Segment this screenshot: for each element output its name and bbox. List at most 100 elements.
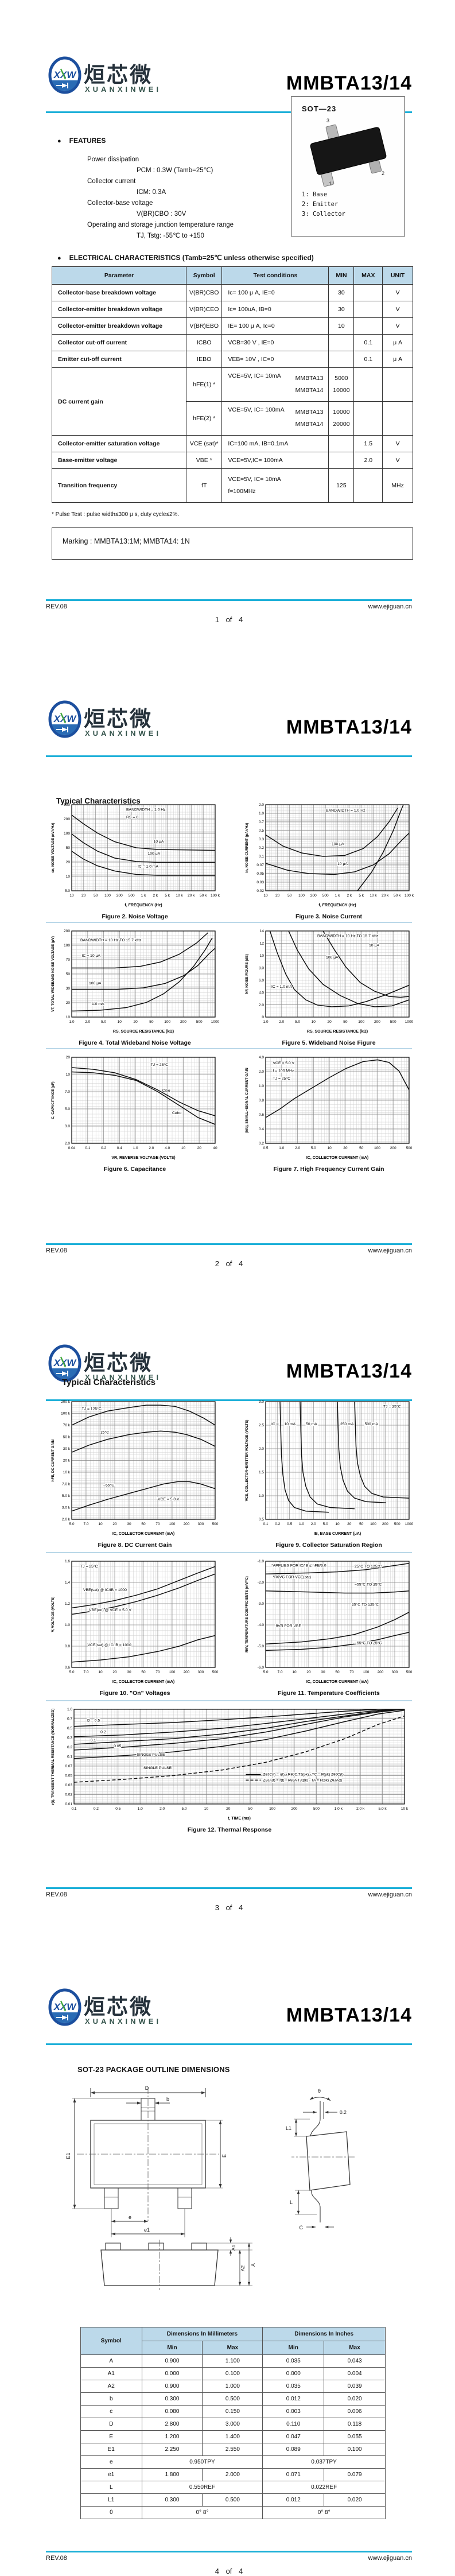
svg-text:0.1: 0.1	[85, 1146, 90, 1150]
dims-subheader-row: Min Max Min Max	[81, 2341, 386, 2355]
dim-cell: L	[80, 2481, 142, 2494]
dim-e1: e1	[144, 2227, 150, 2233]
svg-text:0.03: 0.03	[65, 1783, 72, 1787]
svg-text:20: 20	[81, 894, 86, 898]
figure-6-caption: Figure 6. Capacitance	[103, 1166, 166, 1173]
table-row: Collector-base breakdown voltage V(BR)CBO…	[51, 284, 413, 301]
revision-label: REV.08	[46, 603, 67, 610]
svg-text:r(t), TRANSIENT THERMAL RESIST: r(t), TRANSIENT THERMAL RESISTANCE (NORM…	[51, 1709, 55, 1805]
dim-cell: 1.800	[141, 2468, 203, 2481]
brand-name-chinese: 烜芯微	[84, 1351, 153, 1375]
svg-text:10: 10	[69, 894, 74, 898]
table-cell: V	[382, 317, 413, 335]
table-cell: V(BR)CEO	[186, 301, 223, 318]
page-4: XXW 烜芯微 XUANXINWEI MMBTA13/14 SOT-23 PAC…	[0, 1932, 455, 2576]
svg-text:0.5: 0.5	[263, 1146, 268, 1150]
dim-cell: 0.950TPY	[141, 2455, 263, 2469]
table-cell: V	[382, 301, 413, 318]
dim-cell: 1.200	[141, 2430, 203, 2443]
table-cell: μ A	[382, 334, 413, 351]
table-cell: 0.1	[353, 334, 383, 351]
svg-text:200: 200	[184, 1670, 190, 1674]
dim-cell: 0.003	[262, 2405, 325, 2418]
svg-text:7.0: 7.0	[83, 1670, 88, 1674]
table-cell: IEBO	[186, 351, 223, 368]
svg-text:f, FREQUENCY (Hz): f, FREQUENCY (Hz)	[318, 903, 356, 907]
svg-text:7.0: 7.0	[65, 1090, 70, 1094]
svg-text:50 k: 50 k	[394, 894, 401, 898]
svg-text:1.0 mA: 1.0 mA	[92, 1002, 104, 1006]
svg-text:70: 70	[155, 1670, 160, 1674]
table-cell: Ic= 100uA, IB=0	[221, 301, 329, 318]
electrical-characteristics-heading: ● ELECTRICAL CHARACTERISTICS (Tamb=25℃ un…	[57, 254, 314, 262]
typical-characteristics-heading: Typical Characteristics	[56, 797, 141, 805]
figure-7-chart: 0.5 1.0 2.0 5.0 10 20 50 100 200 500 4.0 2.0 1.0 0.8 0…	[243, 1053, 415, 1173]
svg-text:200: 200	[64, 929, 70, 933]
dim-cell: 3.000	[202, 2418, 263, 2431]
svg-text:0.07: 0.07	[256, 863, 264, 867]
dim-cell: 1.100	[202, 2354, 263, 2368]
svg-text:VCE(sat) @ IC/IB = 1000: VCE(sat) @ IC/IB = 1000	[88, 1643, 131, 1647]
dim-cell: A1	[80, 2367, 142, 2380]
figure-8-caption: Figure 8. DC Current Gain	[98, 1542, 172, 1549]
svg-text:1.0: 1.0	[259, 812, 264, 816]
table-cell: VCE (sat)*	[186, 435, 223, 452]
svg-text:0.6: 0.6	[259, 1113, 264, 1117]
svg-text:hFE, DC CURRENT GAIN: hFE, DC CURRENT GAIN	[51, 1439, 55, 1481]
svg-text:0.2: 0.2	[275, 1522, 280, 1526]
figure-11-caption: Figure 11. Temperature Coefficients	[278, 1690, 380, 1697]
svg-text:6.0: 6.0	[259, 979, 264, 983]
header-rule	[46, 2043, 412, 2045]
dim-cell: E1	[80, 2443, 142, 2456]
col-mm: Dimensions In Millimeters	[141, 2327, 263, 2341]
page-footer: REV.08 www.ejiguan.cn 3 of 4	[46, 1887, 412, 1912]
table-cell	[328, 452, 355, 469]
dim-cell: 0.089	[262, 2443, 325, 2456]
svg-text:0.3: 0.3	[259, 837, 264, 841]
svg-text:0.5: 0.5	[67, 1727, 72, 1731]
brand-logo-icon: XXW	[48, 1988, 81, 2026]
table-cell: Transition frequency	[51, 468, 187, 503]
svg-text:100: 100	[169, 1522, 176, 1526]
brand-logo-text: XXW	[53, 2001, 77, 2012]
dim-cell: 0.300	[141, 2493, 203, 2507]
svg-text:f = 100 MHz: f = 100 MHz	[273, 1069, 294, 1073]
svg-text:V, VOLTAGE (VOLTS): V, VOLTAGE (VOLTS)	[51, 1597, 55, 1632]
dim-cell: 0.022REF	[262, 2481, 386, 2494]
svg-text:10: 10	[292, 1670, 297, 1674]
svg-text:200: 200	[310, 894, 317, 898]
dim-cell: 0.079	[324, 2468, 386, 2481]
dim-cell: 1.000	[202, 2380, 263, 2393]
table-cell: Base-emitter voltage	[51, 452, 187, 469]
dim-theta: θ	[318, 2088, 321, 2094]
svg-text:1.0: 1.0	[138, 1807, 143, 1811]
svg-text:5.0: 5.0	[295, 1020, 300, 1024]
svg-text:10: 10	[66, 875, 71, 879]
svg-text:10: 10	[181, 1146, 186, 1150]
package-box: SOT—23 3 1 2 1: Base 2: Emitter 3: Colle…	[291, 96, 405, 236]
figure-9-caption: Figure 9. Collector Saturation Region	[275, 1542, 382, 1549]
table-row: Collector cut-off current ICBO VCB=30 V , …	[51, 334, 413, 351]
svg-text:C, CAPACITANCE (pF): C, CAPACITANCE (pF)	[51, 1081, 55, 1119]
svg-text:3.0 k: 3.0 k	[62, 1506, 71, 1510]
svg-text:500: 500	[394, 1522, 400, 1526]
dim-row: e 0.950TPY 0.037TPY	[80, 2455, 386, 2469]
svg-text:SINGLE PULSE: SINGLE PULSE	[143, 1766, 172, 1770]
table-cell: 5000 10000	[328, 367, 355, 402]
svg-text:4.0: 4.0	[259, 1056, 264, 1060]
col-symbol: Symbol	[186, 266, 223, 285]
dim-E: E	[221, 2154, 227, 2158]
feature-value: V(BR)CBO : 30V	[137, 211, 186, 218]
table-cell: ICBO	[186, 334, 223, 351]
svg-text:VCE, COLLECTOR−EMITTER VOLTAGE: VCE, COLLECTOR−EMITTER VOLTAGE (VOLTS)	[245, 1419, 249, 1501]
svg-text:0.01: 0.01	[65, 1802, 72, 1806]
svg-text:1000: 1000	[211, 1020, 220, 1024]
svg-text:BANDWIDTH = 1.0 Hz: BANDWIDTH = 1.0 Hz	[326, 809, 365, 813]
svg-text:30: 30	[66, 987, 71, 991]
svg-text:0.05: 0.05	[256, 872, 264, 876]
dim-cell: 0.071	[262, 2468, 325, 2481]
svg-text:50: 50	[149, 1020, 154, 1024]
svg-text:f, FREQUENCY (Hz): f, FREQUENCY (Hz)	[125, 903, 162, 907]
svg-text:20: 20	[66, 1001, 71, 1005]
svg-text:2.0: 2.0	[311, 1522, 316, 1526]
